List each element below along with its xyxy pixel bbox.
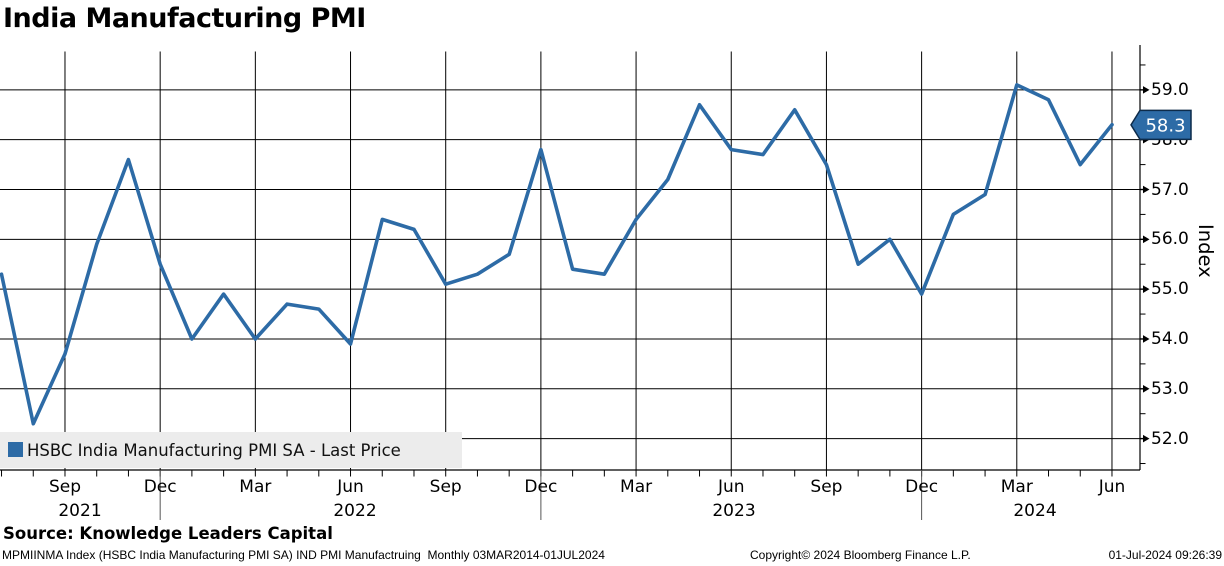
- y-tick-label: 53.0: [1151, 378, 1189, 399]
- x-tick-label: Mar: [620, 477, 653, 497]
- footer-ticker-description: MPMIINMA Index (HSBC India Manufacturing…: [2, 548, 605, 562]
- legend-label: HSBC India Manufacturing PMI SA - Last P…: [27, 440, 401, 460]
- footer-timestamp: 01-Jul-2024 09:26:39: [1108, 548, 1222, 562]
- y-tick-label: 54.0: [1151, 328, 1189, 349]
- x-tick-label: Dec: [143, 477, 177, 497]
- y-tick-arrow-icon: [1143, 384, 1150, 393]
- x-tick-label: Dec: [905, 477, 939, 497]
- x-year-label: 2023: [712, 501, 756, 521]
- y-tick-arrow-icon: [1143, 185, 1150, 194]
- x-year-label: 2022: [333, 501, 377, 521]
- x-tick-label: Mar: [1000, 477, 1033, 497]
- pmi-series-line: [0, 83, 1114, 426]
- last-price-value: 58.3: [1145, 115, 1185, 136]
- source-line: Source: Knowledge Leaders Capital: [3, 524, 333, 543]
- y-tick-arrow-icon: [1143, 285, 1150, 293]
- x-tick-label: Dec: [524, 477, 558, 497]
- last-price-badge-shape: [1130, 109, 1192, 140]
- y-tick-arrow-icon: [1143, 434, 1150, 443]
- y-axis-title: Index: [1194, 224, 1217, 278]
- y-tick-label: 57.0: [1151, 179, 1189, 200]
- legend-item[interactable]: HSBC India Manufacturing PMI SA - Last P…: [0, 432, 462, 468]
- x-tick-label: Jun: [337, 477, 364, 497]
- footer-copyright: Copyright© 2024 Bloomberg Finance L.P.: [750, 548, 971, 562]
- x-year-label: 2024: [1013, 501, 1057, 521]
- y-tick-label: 56.0: [1151, 229, 1189, 250]
- y-tick-label: 52.0: [1151, 428, 1189, 449]
- y-tick-arrow-icon: [1143, 335, 1150, 343]
- y-tick-arrow-icon: [1143, 235, 1150, 244]
- x-tick-label: Sep: [429, 477, 462, 497]
- x-year-label: 2021: [58, 501, 102, 521]
- y-tick-arrow-icon: [1143, 86, 1150, 94]
- x-tick-label: Jun: [1098, 477, 1126, 497]
- x-tick-label: Mar: [239, 477, 272, 497]
- x-tick-label: Jun: [717, 477, 745, 497]
- y-tick-label: 55.0: [1151, 279, 1189, 300]
- x-tick-label: Sep: [810, 477, 843, 497]
- x-tick-label: Sep: [48, 477, 81, 497]
- page-title: India Manufacturing PMI: [3, 3, 366, 34]
- last-price-badge: 58.3: [1130, 109, 1192, 140]
- y-tick-label: 59.0: [1151, 79, 1189, 100]
- series-marker-icon: [8, 441, 23, 457]
